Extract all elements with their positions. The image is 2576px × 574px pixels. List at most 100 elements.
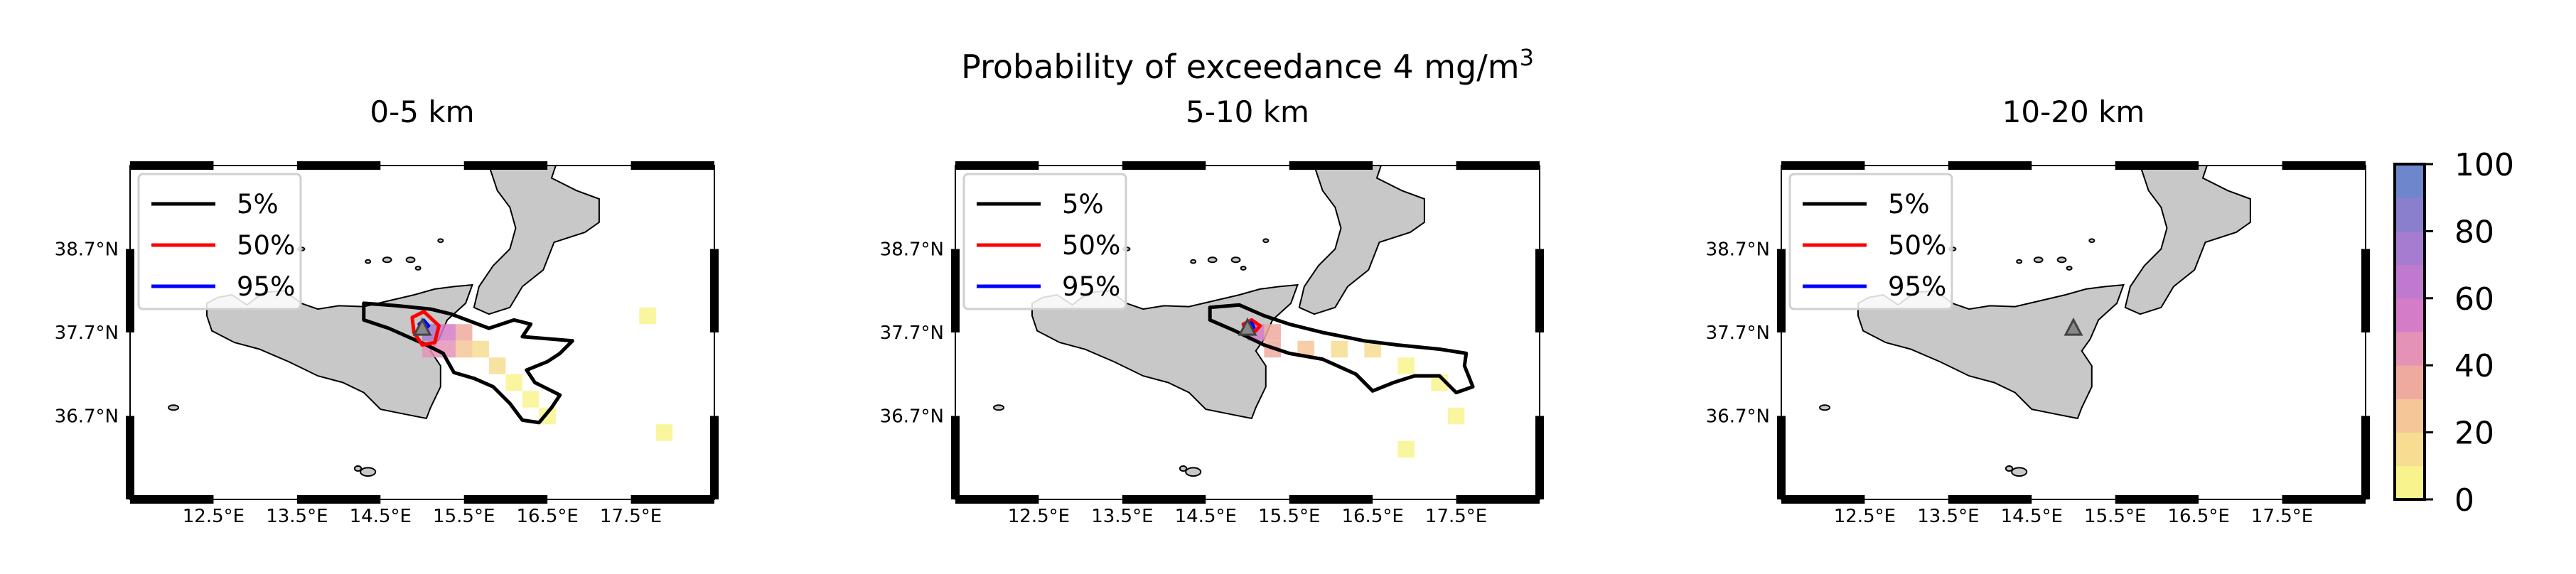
volcano-marker-icon bbox=[1238, 317, 1257, 336]
heatmap-cell bbox=[439, 340, 456, 358]
legend-label: 5% bbox=[237, 189, 279, 220]
frame-bar-bottom bbox=[1948, 495, 2032, 504]
colorbar-tick-label: 0 bbox=[2454, 482, 2474, 519]
panel-title: 5-10 km bbox=[1186, 94, 1309, 129]
colorbar-segment bbox=[2395, 432, 2425, 467]
colorbar-frame bbox=[2393, 163, 2426, 501]
x-tick-label: 17.5°E bbox=[2251, 506, 2313, 527]
frame-bar-top bbox=[1948, 161, 2032, 170]
suptitle-superscript: 3 bbox=[1520, 44, 1534, 71]
y-tick-label: 37.7°N bbox=[1706, 323, 1770, 344]
frame-bar-bottom bbox=[296, 495, 381, 504]
colorbar-tick-label: 100 bbox=[2454, 147, 2514, 183]
frame-bar-bottom bbox=[955, 495, 1039, 504]
frame-bar-top bbox=[2115, 161, 2199, 170]
frame-bar-top bbox=[463, 161, 548, 170]
x-tick-label: 12.5°E bbox=[1008, 506, 1070, 527]
heatmap-cell bbox=[1264, 324, 1281, 341]
heatmap-cell bbox=[472, 340, 489, 358]
island bbox=[360, 467, 377, 477]
island bbox=[2033, 256, 2044, 264]
x-tick-label: 16.5°E bbox=[516, 506, 578, 527]
heatmap-cell bbox=[488, 357, 506, 374]
heatmap-cell bbox=[1397, 440, 1415, 458]
legend-box bbox=[962, 173, 1127, 310]
colorbar-segment bbox=[2395, 264, 2425, 299]
frame-bar-bottom bbox=[463, 495, 548, 504]
island bbox=[2005, 465, 2014, 472]
x-tick-label: 12.5°E bbox=[1834, 506, 1896, 527]
frame-bar-right bbox=[1535, 249, 1544, 332]
map-area bbox=[130, 166, 714, 499]
frame-bar-left bbox=[1777, 249, 1786, 332]
heatmap-cell bbox=[1447, 407, 1465, 425]
frame-bar-top bbox=[1122, 161, 1206, 170]
panel-title: 0-5 km bbox=[370, 94, 474, 129]
colorbar-segment bbox=[2395, 164, 2425, 198]
y-tick-label: 37.7°N bbox=[55, 323, 119, 344]
colorbar-segment bbox=[2395, 465, 2425, 500]
y-tick-label: 38.7°N bbox=[880, 239, 944, 261]
frame-bar-left bbox=[126, 416, 134, 499]
frame-bar-bottom bbox=[1289, 495, 1373, 504]
x-tick-label: 14.5°E bbox=[1175, 506, 1237, 527]
heatmap-cell bbox=[639, 307, 656, 325]
x-tick-label: 13.5°E bbox=[1917, 506, 1979, 527]
heatmap-cell bbox=[1397, 357, 1415, 374]
heatmap-cell bbox=[455, 324, 473, 341]
island bbox=[1207, 256, 1218, 264]
frame-bar-left bbox=[126, 249, 134, 332]
colorbar-segment bbox=[2395, 332, 2425, 366]
heatmap-cell bbox=[1364, 340, 1381, 358]
legend-label: 95% bbox=[1888, 271, 1946, 302]
island bbox=[2011, 467, 2028, 477]
heatmap-cell bbox=[439, 324, 456, 341]
island bbox=[405, 256, 416, 264]
heatmap-cell bbox=[505, 374, 522, 391]
x-tick-label: 15.5°E bbox=[2084, 506, 2146, 527]
island bbox=[2066, 266, 2073, 271]
y-tick-label: 37.7°N bbox=[880, 323, 944, 344]
frame-bar-bottom bbox=[2115, 495, 2199, 504]
frame-bar-top bbox=[1289, 161, 1373, 170]
frame-bar-right bbox=[2361, 249, 2370, 332]
legend-label: 5% bbox=[1062, 189, 1104, 220]
island bbox=[2088, 238, 2095, 244]
panel-10-20km: 10-20 km 12.5°E 13.5°E 14.5°E 15.5°E 16.5°E 17… bbox=[1706, 94, 2370, 527]
frame-bar-right bbox=[710, 416, 719, 499]
x-tick-label: 15.5°E bbox=[433, 506, 495, 527]
frame-bar-top bbox=[1456, 161, 1540, 170]
frame-bar-left bbox=[951, 249, 960, 332]
y-tick-label: 36.7°N bbox=[1706, 406, 1770, 428]
italy-landmass bbox=[473, 166, 600, 315]
frame-bar-top bbox=[2282, 161, 2366, 170]
island bbox=[437, 238, 444, 244]
colorbar-tick-label: 80 bbox=[2454, 214, 2494, 250]
island bbox=[1230, 256, 1241, 264]
frame-bar-left bbox=[1777, 416, 1786, 499]
legend-label: 50% bbox=[1888, 230, 1946, 261]
panel-title: 10-20 km bbox=[2002, 94, 2145, 129]
y-tick-label: 38.7°N bbox=[55, 239, 119, 261]
island bbox=[1185, 467, 1202, 477]
colorbar-segment bbox=[2395, 399, 2425, 433]
island bbox=[2016, 259, 2023, 264]
volcano-marker-icon bbox=[412, 317, 432, 336]
x-tick-label: 17.5°E bbox=[600, 506, 662, 527]
contour-50pct bbox=[410, 310, 441, 347]
frame-bar-top bbox=[955, 161, 1039, 170]
frame-bar-bottom bbox=[1122, 495, 1206, 504]
legend-label: 95% bbox=[237, 271, 295, 302]
panel-0-5km: 0-5 km 12.5°E 13.5°E 14.5°E 15.5°E 16.5°E 17.5… bbox=[55, 94, 719, 527]
x-tick-label: 14.5°E bbox=[350, 506, 412, 527]
island bbox=[365, 259, 372, 264]
colorbar-tick-label: 20 bbox=[2454, 416, 2494, 452]
colorbar-tick-label: 60 bbox=[2454, 281, 2494, 318]
frame-bar-bottom bbox=[2282, 495, 2366, 504]
frame-bar-top bbox=[296, 161, 381, 170]
island bbox=[414, 266, 422, 271]
contour-5pct bbox=[1208, 303, 1475, 395]
frame-bar-bottom bbox=[130, 495, 214, 504]
frame-bar-top bbox=[130, 161, 214, 170]
